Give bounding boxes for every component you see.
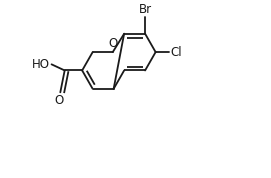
Text: HO: HO bbox=[32, 58, 50, 71]
Text: Br: Br bbox=[138, 3, 152, 16]
Text: O: O bbox=[108, 37, 117, 50]
Text: O: O bbox=[55, 94, 64, 107]
Text: Cl: Cl bbox=[170, 46, 182, 59]
